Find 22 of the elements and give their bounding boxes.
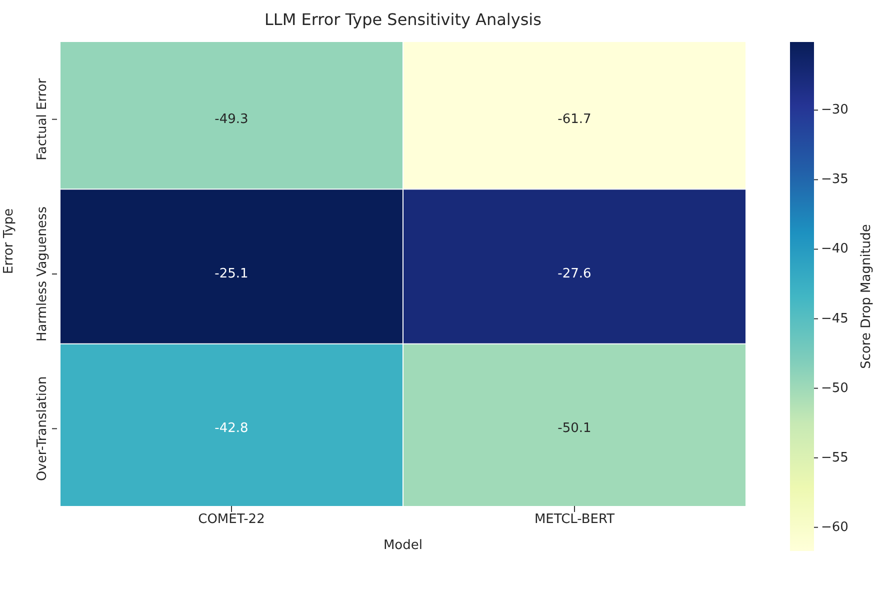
color-bar-label: −50 xyxy=(821,380,848,396)
x-axis-title: Model xyxy=(383,538,423,553)
x-tick-label: COMET-22 xyxy=(198,512,265,528)
color-bar-label: −60 xyxy=(821,520,848,535)
color-bar-title: Score Drop Magnitude xyxy=(859,224,874,369)
data-label: -42.8 xyxy=(214,421,248,436)
y-axis-title: Error Type xyxy=(2,208,17,274)
y-tick-label: Over-Translation xyxy=(35,376,50,482)
data-label: -50.1 xyxy=(558,421,592,436)
color-bar-label: −35 xyxy=(821,172,848,188)
data-label: -27.6 xyxy=(558,266,592,282)
data-label: -61.7 xyxy=(558,112,592,127)
data-label: -25.1 xyxy=(214,266,248,282)
color-bar-label: −40 xyxy=(821,242,848,257)
y-tick-label: Factual Error xyxy=(35,78,50,160)
color-bar-label: −55 xyxy=(821,450,848,466)
data-label: -49.3 xyxy=(214,112,248,127)
color-bar-label: −30 xyxy=(821,102,848,118)
chart-title: LLM Error Type Sensitivity Analysis xyxy=(264,10,542,29)
color-bar-label: −45 xyxy=(821,311,848,326)
y-tick-label: Harmless Vagueness xyxy=(35,206,50,342)
x-tick-label: METCL-BERT xyxy=(534,512,615,528)
